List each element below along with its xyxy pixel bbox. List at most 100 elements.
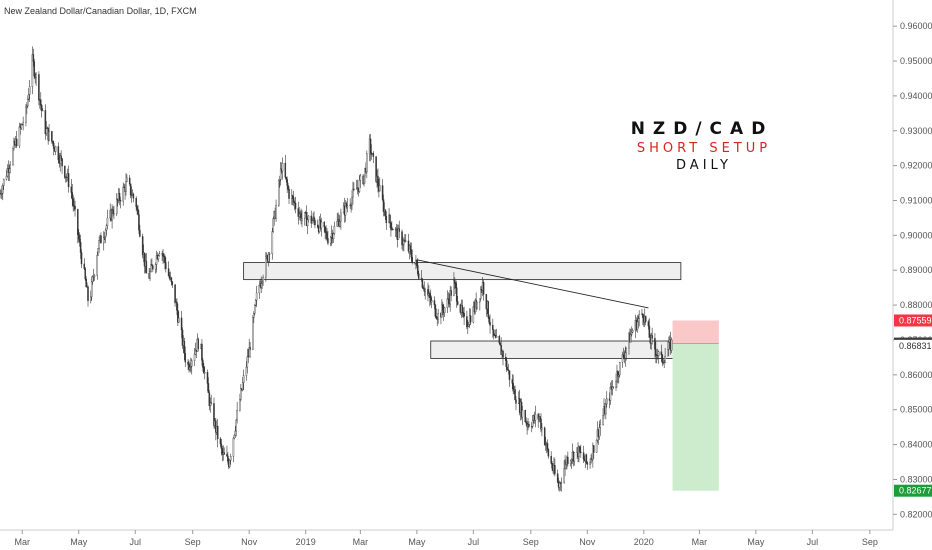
candle-body [435,316,438,319]
candle-body [104,229,107,237]
candle-body [40,99,42,106]
trendline[interactable] [416,259,649,309]
candle-body [429,293,431,298]
candle-body [593,445,595,453]
candle-body [351,196,353,206]
candle-body [377,175,379,187]
candle-body [27,94,30,100]
candle-body [291,195,294,199]
resistance-zone-lower[interactable] [430,340,693,359]
candle-body [434,304,437,317]
candle-body [254,299,257,306]
candle-body [667,349,669,357]
candle-body [111,209,113,221]
candle-body [298,213,300,217]
candle-body [625,347,627,353]
price-tick-label: 0.84000 [900,440,932,450]
candle-body [402,244,404,246]
candle-body [580,451,582,453]
candle-body [183,341,186,354]
candle-body [655,349,657,356]
candle-body [456,301,459,305]
candle-body [118,193,121,201]
candle-body [268,253,271,255]
candle-body [316,224,319,228]
candle-body [167,268,170,276]
candle-body [612,386,614,388]
candle-body [180,317,183,331]
candle-body [60,155,62,159]
candle-body [304,212,306,219]
price-tick-label: 0.85000 [900,405,932,415]
stop-loss-zone[interactable] [672,320,719,344]
candle-body [409,245,412,250]
candle-body [544,444,547,446]
candle-body [279,179,281,181]
candle-body [232,437,235,457]
candle-body [223,452,225,455]
candle-body [467,324,470,327]
candle-body [590,458,592,463]
candle-body [242,375,245,383]
candle-body [71,192,74,200]
candle-body [329,237,332,244]
candle-body [292,197,295,203]
candle-body [637,318,640,323]
price-axis[interactable]: 0.820000.830000.840000.850000.860000.870… [893,21,932,519]
time-tick-label: May [70,537,88,547]
candle-body [170,277,173,282]
price-tag-label: 0.82677 [899,486,932,496]
candle-body [498,336,501,344]
resistance-zone-upper[interactable] [243,262,682,281]
candle-body [83,263,86,269]
candle-body [558,482,561,488]
candle-body [137,209,139,215]
candle-body [240,388,242,400]
candle-body [227,455,229,462]
candle-body [57,146,60,160]
candle-body [618,362,621,376]
candle-body [657,351,660,356]
candle-body [12,148,14,165]
candle-body [567,456,569,464]
candle-body [430,297,432,303]
candle-body [233,434,236,439]
candle-body [551,463,553,469]
candle-body [417,265,419,274]
candle-body [135,198,137,207]
candle-body [93,275,96,277]
candle-body [98,240,100,249]
candle-body [462,311,464,314]
candle-body [670,339,673,351]
candle-body [73,205,75,207]
time-axis[interactable]: Mar May Jul Sep Nov 2019 Mar May Jul Sep Nov 2020 Ma… [14,530,878,547]
candle-body [91,276,94,282]
candle-body [404,240,407,242]
take-profit-zone[interactable] [672,343,719,491]
candle-body [158,253,161,256]
candle-body [488,316,490,323]
candle-body [313,216,315,221]
candle-body [609,386,612,401]
candle-body [621,354,624,363]
candle-body [515,399,517,404]
time-tick-label: Jul [468,537,480,547]
candle-body [261,281,263,284]
candle-body [421,278,424,288]
candle-body [181,329,184,346]
candle-body [213,403,215,426]
candle-body [22,122,24,125]
candle-body [154,264,157,270]
candle-body [311,220,313,224]
candle-body [165,262,167,269]
candle-body [514,389,516,401]
candle-body [105,225,108,231]
candle-body [284,162,287,178]
candle-body [505,356,507,361]
candle-body [358,180,361,192]
candle-body [40,105,43,111]
candle-body [119,199,122,202]
candle-body [332,233,335,239]
candle-body [234,430,237,436]
